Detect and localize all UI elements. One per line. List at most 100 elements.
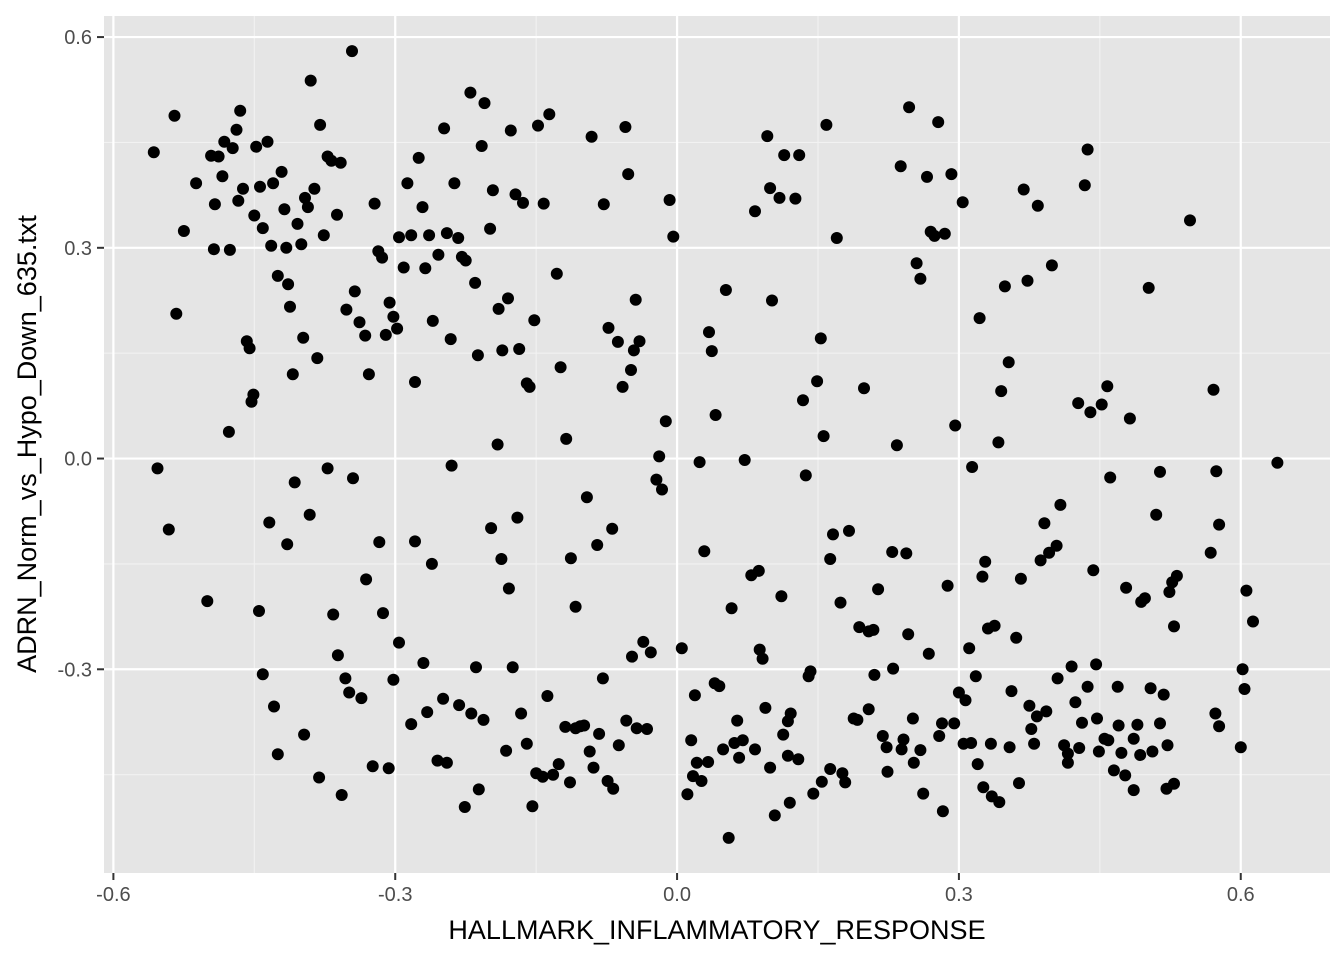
data-point (500, 744, 513, 757)
data-point (781, 749, 794, 762)
data-point (1144, 682, 1157, 695)
data-point (409, 535, 421, 548)
data-point (504, 124, 517, 137)
data-point (523, 380, 536, 393)
data-point (347, 472, 359, 485)
data-point (792, 753, 805, 766)
data-point (936, 717, 948, 730)
data-point (1247, 615, 1259, 628)
data-point (247, 388, 260, 401)
data-point (280, 241, 293, 254)
data-point (1095, 398, 1108, 411)
data-point (900, 547, 913, 560)
data-point (814, 332, 827, 345)
data-point (824, 763, 837, 775)
data-point (1028, 737, 1041, 750)
data-point (1025, 723, 1038, 735)
data-point (517, 196, 529, 209)
data-point (1031, 199, 1044, 212)
data-point (834, 596, 847, 609)
data-point (756, 652, 769, 665)
data-point (839, 776, 852, 789)
data-point (738, 454, 751, 466)
data-point (843, 524, 855, 537)
data-point (783, 796, 796, 809)
data-point (368, 197, 381, 210)
x-tick-label: 0.6 (1227, 884, 1255, 906)
data-point (552, 758, 565, 771)
data-point (851, 713, 864, 726)
data-point (397, 261, 410, 274)
data-point (591, 539, 604, 551)
data-point (226, 142, 239, 155)
data-point (597, 198, 610, 211)
data-point (1030, 710, 1043, 723)
data-point (295, 238, 308, 251)
data-point (317, 229, 330, 242)
data-point (629, 293, 642, 306)
data-point (973, 312, 986, 325)
data-point (554, 361, 567, 374)
data-point (979, 555, 992, 568)
data-point (725, 602, 738, 615)
data-point (431, 754, 444, 767)
data-point (286, 368, 299, 381)
data-point (938, 227, 951, 240)
data-point (405, 718, 418, 731)
data-point (698, 545, 711, 558)
data-point (817, 430, 830, 443)
data-point (331, 649, 344, 662)
data-point (941, 579, 954, 592)
data-point (969, 670, 982, 683)
data-point (1150, 508, 1163, 521)
data-point (1021, 274, 1034, 287)
data-point (607, 782, 620, 795)
data-point (162, 523, 175, 536)
data-point (486, 184, 499, 197)
data-point (1184, 214, 1196, 227)
data-point (1081, 143, 1094, 156)
data-point (1002, 356, 1015, 369)
data-point (768, 809, 781, 822)
data-point (537, 197, 550, 210)
data-point (965, 737, 978, 749)
data-point (1154, 465, 1166, 478)
data-point (445, 459, 458, 472)
data-point (956, 196, 969, 209)
data-point (383, 296, 396, 309)
data-point (688, 689, 701, 702)
data-point (932, 116, 945, 129)
data-point (453, 699, 466, 712)
data-point (1115, 746, 1128, 759)
data-point (633, 335, 646, 348)
data-point (1003, 741, 1016, 754)
data-point (1014, 572, 1027, 585)
data-point (799, 469, 812, 482)
data-point (299, 191, 311, 204)
data-point (766, 294, 778, 307)
data-point (880, 741, 893, 754)
data-point (298, 728, 311, 741)
data-point (223, 243, 236, 256)
data-point (382, 762, 395, 775)
data-point (1038, 517, 1051, 530)
data-point (914, 272, 927, 285)
data-point (248, 209, 261, 222)
data-point (496, 344, 509, 357)
data-point (578, 719, 591, 732)
data-point (515, 707, 528, 720)
data-point (405, 229, 418, 242)
data-point (752, 564, 765, 577)
data-point (564, 552, 577, 565)
data-point (1073, 742, 1086, 754)
data-point (1069, 696, 1082, 709)
data-point (928, 229, 941, 242)
data-point (858, 382, 870, 395)
data-point (963, 642, 976, 655)
data-point (663, 194, 676, 206)
data-point (906, 712, 919, 725)
data-point (1236, 663, 1249, 676)
data-point (836, 767, 849, 780)
y-tick-label: -0.3 (58, 659, 92, 681)
data-point (587, 761, 600, 774)
